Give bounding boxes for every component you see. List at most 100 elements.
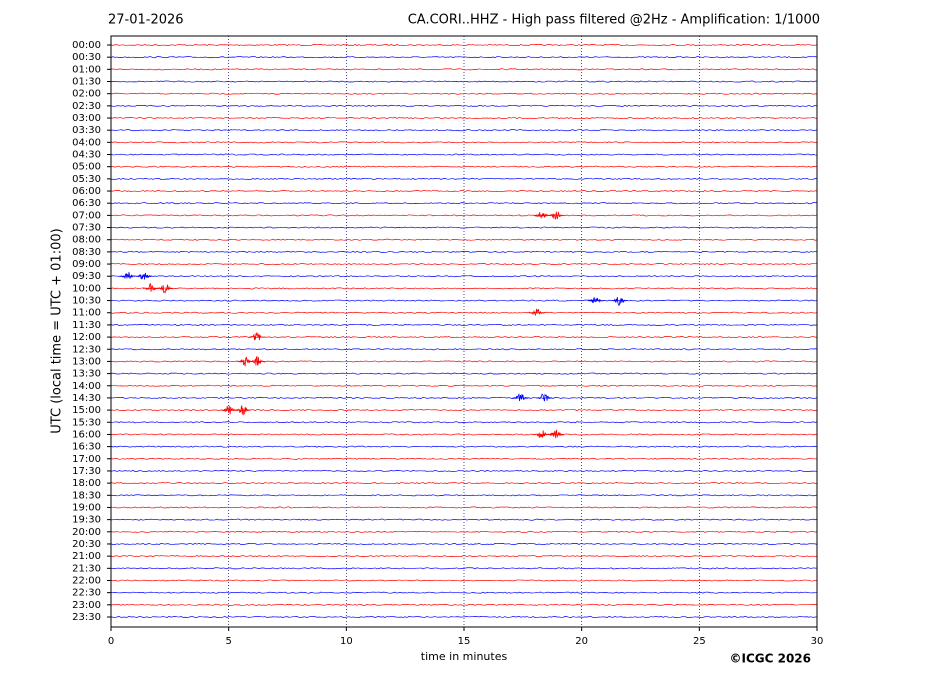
y-tick-label: 14:30 [72,393,101,404]
trace [110,591,818,594]
y-tick-label: 10:30 [72,296,101,307]
seismic-event [611,297,628,306]
trace [110,214,818,217]
trace [110,68,818,71]
y-tick-label: 19:30 [72,515,101,526]
seismic-event [237,356,254,367]
seismic-event [220,405,237,415]
y-tick-label: 21:00 [72,551,101,562]
x-tick-label: 10 [340,636,353,647]
x-tick-label: 30 [811,636,824,647]
trace [110,104,818,107]
trace [110,530,818,533]
y-tick-label: 07:30 [72,223,101,234]
seismic-event [142,283,160,292]
trace [110,311,818,314]
seismic-event [547,429,564,439]
trace [110,177,818,180]
y-tick-label: 08:00 [72,235,101,246]
trace [110,421,818,424]
seismic-event [119,272,136,279]
x-axis-label: time in minutes [421,650,508,663]
plot-frame [110,35,818,628]
y-tick-label: 11:30 [72,320,101,331]
seismic-event [248,355,265,366]
y-tick-label: 10:00 [72,283,101,294]
y-tick-label: 18:00 [72,478,101,489]
y-tick-label: 20:30 [72,539,101,550]
trace [110,80,818,83]
trace [110,360,818,363]
y-tick-label: 00:30 [72,52,101,63]
y-tick-label: 04:00 [72,137,101,148]
trace [110,117,818,120]
y-tick-label: 23:30 [72,612,101,623]
trace [110,275,818,278]
seismic-event [512,393,529,402]
trace [110,457,818,460]
trace [110,616,818,618]
y-tick-label: 01:00 [72,64,101,75]
trace [110,409,818,412]
x-tick-label: 5 [225,636,231,647]
y-tick-label: 05:00 [72,162,101,173]
y-tick-label: 09:00 [72,259,101,270]
y-tick-label: 12:00 [72,332,101,343]
y-tick-label: 14:00 [72,381,101,392]
trace [110,202,818,205]
x-tick-label: 25 [693,636,706,647]
seismic-event [547,211,564,220]
trace [110,129,818,132]
seismic-event [135,272,152,280]
y-tick-label: 04:30 [72,150,101,161]
trace [110,336,818,339]
trace [110,44,818,46]
trace [110,190,818,193]
trace [110,433,818,436]
seismic-event [157,283,174,294]
seismic-event [234,405,251,416]
y-tick-label: 05:30 [72,174,101,185]
trace [110,494,818,497]
trace [110,384,818,387]
y-tick-label: 13:30 [72,369,101,380]
y-tick-label: 02:00 [72,89,101,100]
trace [110,482,818,485]
trace [110,299,818,302]
seismic-event [248,332,265,341]
y-tick-label: 20:00 [72,527,101,538]
y-tick-label: 23:00 [72,600,101,611]
y-tick-label: 06:00 [72,186,101,197]
y-tick-label: 02:30 [72,101,101,112]
y-tick-label: 03:00 [72,113,101,124]
y-tick-label: 00:00 [72,40,101,51]
y-axis-label: UTC (local time = UTC + 01:00) [50,228,65,433]
trace [110,141,818,144]
y-tick-label: 08:30 [72,247,101,258]
y-tick-label: 09:30 [72,271,101,282]
date: 27-01-2026 [108,13,184,28]
y-tick-label: 01:30 [72,77,101,88]
seismic-event [535,393,553,402]
trace [110,567,818,570]
seismic-event [587,296,604,304]
trace [110,165,818,168]
y-tick-label: 21:30 [72,563,101,574]
trace [110,518,818,521]
y-tick-label: 17:00 [72,454,101,465]
trace [110,372,818,375]
trace [110,323,818,326]
trace [110,469,818,472]
copyright: ©ICGC 2026 [729,652,811,666]
y-tick-label: 13:00 [72,356,101,367]
y-tick-label: 15:00 [72,405,101,416]
trace [110,92,818,95]
y-tick-label: 16:30 [72,442,101,453]
trace [110,396,818,399]
trace [110,603,818,606]
trace [110,226,818,229]
trace [110,506,818,509]
y-tick-label: 07:00 [72,210,101,221]
y-tick-label: 03:30 [72,125,101,136]
